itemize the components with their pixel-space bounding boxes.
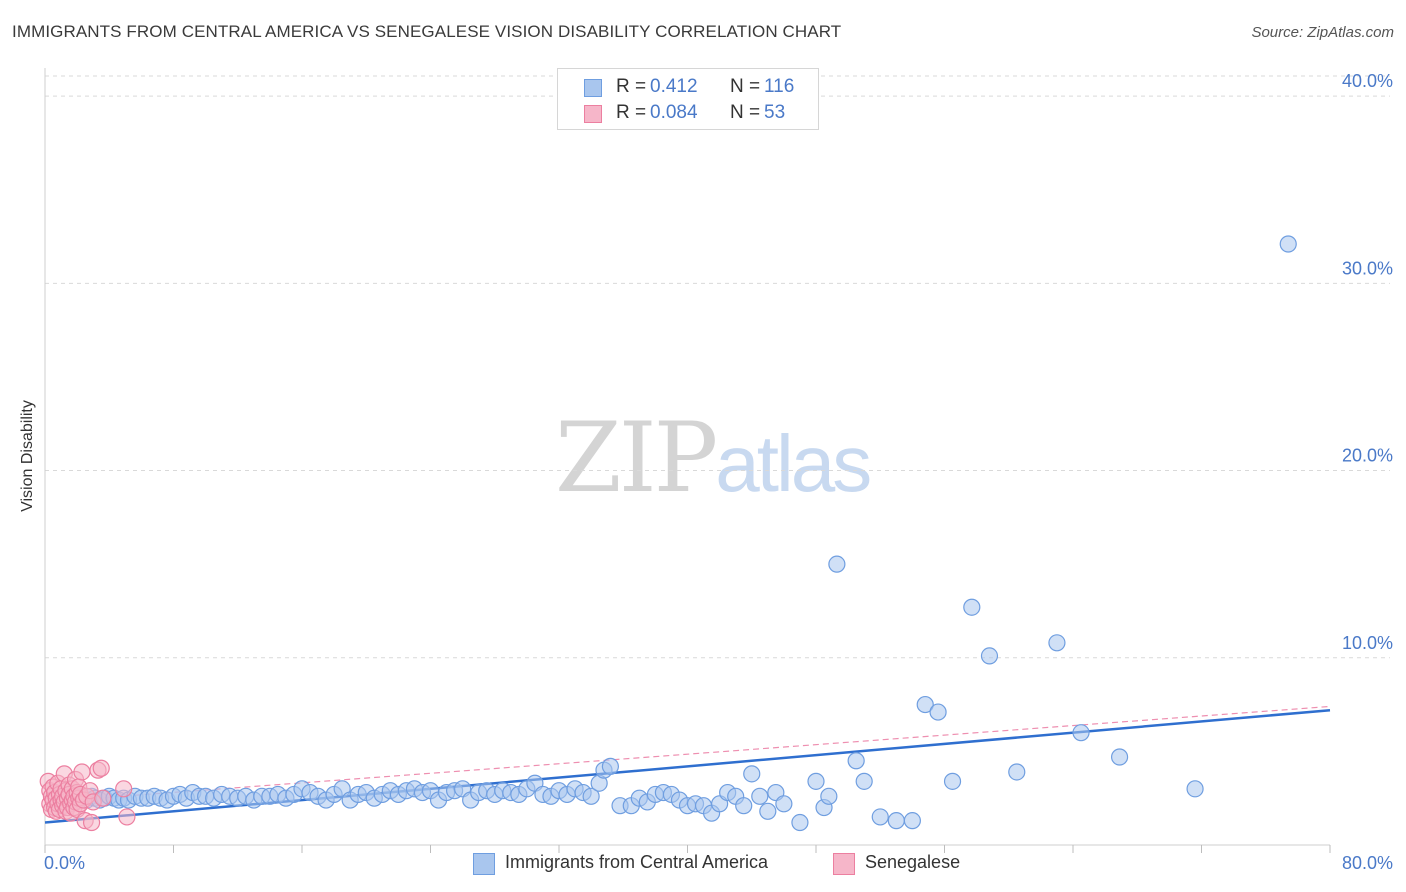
n-value: 116 [764,76,795,97]
central-america-point [1072,724,1090,742]
senegalese-point [118,808,136,826]
tick-labels: 10.0% 20.0% 30.0% 40.0% 0.0% 80.0% [44,71,1393,873]
central-america-point [1186,780,1204,798]
pink-swatch [584,105,602,123]
blue-swatch [584,79,602,97]
central-america-point [916,695,934,714]
central-america-point [980,647,999,665]
central-america-point [743,765,761,783]
chart-title: IMMIGRANTS FROM CENTRAL AMERICA VS SENEG… [12,22,842,41]
central-america-point [601,757,620,775]
n-value: 53 [764,102,786,123]
senegalese-point [73,763,91,781]
watermark-zip: ZIP [555,402,718,514]
n-label: N = [730,76,761,97]
central-america-point [775,795,793,813]
central-america-point [791,813,809,832]
central-america-point [807,772,825,790]
central-america-point [929,703,947,721]
central-america-point [847,752,865,770]
r-label: R = [616,76,647,97]
legend-row-central-america: R = 0.412 N = 116 [558,76,818,102]
x-tick-label: 80.0% [1342,853,1393,873]
central-america-point [1279,235,1297,253]
pink-swatch [833,853,855,875]
central-america-point [820,787,838,805]
central-america-point [903,812,921,830]
r-value: 0.084 [650,102,698,123]
watermark-atlas: atlas [715,419,872,508]
r-value: 0.412 [650,76,698,97]
central-america-point [759,802,777,820]
central-america-point [735,797,753,815]
central-america-point [887,812,905,830]
senegalese-point [94,789,112,807]
y-tick-label: 30.0% [1342,258,1393,278]
axes [44,68,1331,853]
central-america-point [582,787,600,805]
x-tick-label: 0.0% [44,853,85,873]
central-america-point [1110,748,1129,766]
data-points [39,235,1297,832]
source-credit: Source: ZipAtlas.com [1251,24,1394,41]
senegalese-trend-line [44,705,1331,803]
senegalese-point [92,759,110,777]
legend-label: Senegalese [865,852,961,872]
central-america-point [1048,634,1066,652]
central-america-point [751,787,769,805]
central-america-point [963,598,981,616]
central-america-point [855,772,873,790]
senegalese-point [115,780,133,798]
legend-label: Immigrants from Central America [505,852,769,872]
blue-swatch [473,853,495,875]
central-america-point [1008,763,1026,781]
n-label: N = [730,102,761,123]
grid [45,75,1390,659]
series-legend: Immigrants from Central America Senegale… [0,852,1406,878]
central-america-point [828,555,846,573]
correlation-legend: R = 0.412 N = 116 R = 0.084 N = 53 [557,68,819,130]
central-america-point [943,772,962,790]
watermark: ZIPatlas [555,402,872,514]
y-tick-label: 10.0% [1342,633,1393,653]
y-tick-label: 40.0% [1342,71,1393,91]
central-america-point [871,808,889,826]
legend-row-senegalese: R = 0.084 N = 53 [558,102,818,128]
senegalese-point [82,813,101,832]
r-label: R = [616,102,647,123]
y-tick-label: 20.0% [1342,446,1393,466]
